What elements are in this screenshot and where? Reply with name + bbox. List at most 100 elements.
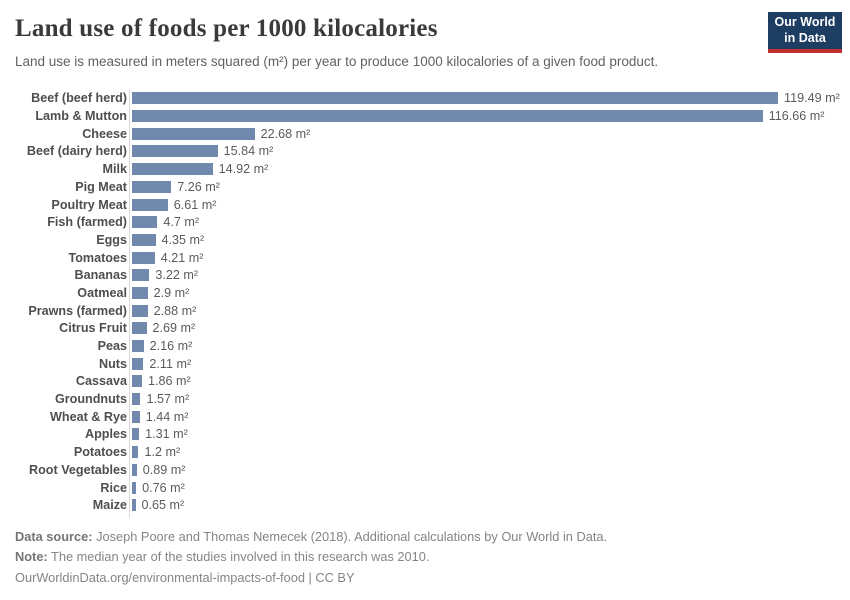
bar-value-label: 1.57 m² bbox=[146, 392, 190, 407]
bar-track: 1.86 m² bbox=[127, 374, 835, 388]
bar-track: 2.11 m² bbox=[127, 357, 835, 371]
bar-row: Nuts 2.11 m² bbox=[15, 355, 835, 373]
bar-category-label: Potatoes bbox=[73, 445, 127, 460]
bar-category-label: Cheese bbox=[82, 126, 127, 141]
bar bbox=[132, 198, 168, 211]
bar bbox=[132, 92, 778, 105]
bar-row: Milk 14.92 m² bbox=[15, 160, 835, 178]
bar-track: 4.35 m² bbox=[127, 233, 835, 247]
owid-logo-line1: Our World bbox=[774, 14, 836, 29]
bar-category-label: Peas bbox=[97, 339, 127, 354]
bar-category-label: Cassava bbox=[75, 374, 127, 389]
bar-value-label: 1.31 m² bbox=[145, 427, 188, 442]
bar-row: Cassava 1.86 m² bbox=[15, 373, 835, 391]
bar-row: Eggs 4.35 m² bbox=[15, 231, 835, 249]
bar-track: 2.9 m² bbox=[127, 286, 835, 300]
bar-value-label: 2.69 m² bbox=[152, 321, 196, 336]
bar-track: 7.26 m² bbox=[127, 180, 835, 194]
bar-value-label: 4.7 m² bbox=[163, 215, 200, 230]
bar-category-label: Beef (dairy herd) bbox=[26, 144, 127, 159]
bar bbox=[132, 251, 155, 264]
bar-rows: Beef (beef herd) 119.49 m² Lamb & Mutton 11… bbox=[15, 90, 840, 515]
bar-value-label: 4.35 m² bbox=[161, 232, 205, 247]
bar-track: 2.88 m² bbox=[127, 304, 835, 318]
bar-category-label: Fish (farmed) bbox=[47, 215, 127, 230]
bar-row: Prawns (farmed) 2.88 m² bbox=[15, 302, 835, 320]
bar-track: 2.69 m² bbox=[127, 321, 835, 335]
bar bbox=[132, 428, 140, 441]
bar-value-label: 2.88 m² bbox=[153, 303, 197, 318]
bar-row: Poultry Meat 6.61 m² bbox=[15, 196, 835, 214]
bar-track: 0.65 m² bbox=[127, 498, 835, 512]
bar bbox=[132, 357, 144, 370]
note-label: Note: bbox=[15, 549, 48, 565]
bar-value-label: 0.89 m² bbox=[142, 462, 186, 477]
bar bbox=[132, 180, 172, 193]
bar-category-label: Pig Meat bbox=[75, 179, 127, 194]
bar-track: 1.31 m² bbox=[127, 427, 835, 441]
bar-value-label: 1.44 m² bbox=[145, 409, 189, 424]
bar-row: Pig Meat 7.26 m² bbox=[15, 178, 835, 196]
bar-track: 1.57 m² bbox=[127, 392, 835, 406]
bar bbox=[132, 233, 156, 246]
bar-track: 6.61 m² bbox=[127, 198, 835, 212]
bar-track: 4.7 m² bbox=[127, 215, 835, 229]
bar bbox=[132, 410, 140, 423]
data-source-label: Data source: bbox=[15, 529, 93, 544]
bar-category-label: Eggs bbox=[96, 232, 127, 247]
bar-value-label: 7.26 m² bbox=[177, 179, 220, 194]
page-title: Land use of foods per 1000 kilocalories bbox=[15, 15, 438, 42]
bar-category-label: Groundnuts bbox=[54, 392, 127, 407]
bar-value-label: 2.11 m² bbox=[149, 356, 192, 371]
bar-row: Maize 0.65 m² bbox=[15, 496, 835, 514]
bar bbox=[132, 340, 144, 353]
bar-track: 1.44 m² bbox=[127, 410, 835, 424]
bar-category-label: Nuts bbox=[99, 356, 127, 371]
bar-value-label: 22.68 m² bbox=[260, 126, 311, 141]
bar bbox=[132, 463, 137, 476]
bar-category-label: Citrus Fruit bbox=[59, 321, 127, 336]
bar-value-label: 2.16 m² bbox=[149, 339, 193, 354]
bar-category-label: Wheat & Rye bbox=[50, 409, 127, 424]
bar-value-label: 4.21 m² bbox=[160, 250, 204, 265]
bar-row: Beef (dairy herd) 15.84 m² bbox=[15, 143, 835, 161]
bar-track: 119.49 m² bbox=[127, 91, 840, 105]
bar bbox=[132, 286, 148, 299]
bar-row: Potatoes 1.2 m² bbox=[15, 443, 835, 461]
bar-row: Rice 0.76 m² bbox=[15, 479, 835, 497]
bar-value-label: 3.22 m² bbox=[155, 268, 199, 283]
bar-category-label: Oatmeal bbox=[77, 285, 127, 300]
bar-track: 22.68 m² bbox=[127, 127, 835, 141]
bar-category-label: Lamb & Mutton bbox=[35, 109, 127, 124]
bar bbox=[132, 269, 150, 282]
bar-category-label: Bananas bbox=[74, 268, 128, 283]
bar bbox=[132, 375, 143, 388]
bar-row: Root Vegetables 0.89 m² bbox=[15, 461, 835, 479]
bar-track: 3.22 m² bbox=[127, 268, 835, 282]
bar-track: 4.21 m² bbox=[127, 251, 835, 265]
note-text: The median year of the studies involved … bbox=[47, 549, 430, 565]
bar-row: Apples 1.31 m² bbox=[15, 426, 835, 444]
chart-header: Land use of foods per 1000 kilocalories … bbox=[15, 12, 842, 71]
bar bbox=[132, 163, 213, 176]
bar bbox=[132, 145, 218, 158]
chart-subtitle: Land use is measured in meters squared (… bbox=[15, 54, 659, 69]
bar-value-label: 1.2 m² bbox=[144, 445, 181, 460]
bar-row: Bananas 3.22 m² bbox=[15, 266, 835, 284]
bar-category-label: Tomatoes bbox=[68, 250, 127, 265]
bar-row: Lamb & Mutton 116.66 m² bbox=[15, 107, 835, 125]
bar-value-label: 119.49 m² bbox=[784, 91, 840, 106]
bar-track: 2.16 m² bbox=[127, 339, 835, 353]
owid-logo-line2: in Data bbox=[784, 30, 826, 45]
bar-category-label: Milk bbox=[102, 162, 128, 177]
bar-category-label: Poultry Meat bbox=[51, 197, 127, 212]
bar-category-label: Rice bbox=[100, 480, 127, 495]
bar bbox=[132, 127, 255, 140]
bar bbox=[132, 304, 148, 317]
bar-row: Beef (beef herd) 119.49 m² bbox=[15, 90, 840, 108]
bar-category-label: Maize bbox=[92, 498, 127, 513]
owid-logo: Our World in Data bbox=[768, 12, 842, 53]
bar-row: Groundnuts 1.57 m² bbox=[15, 390, 835, 408]
bar bbox=[132, 110, 763, 123]
